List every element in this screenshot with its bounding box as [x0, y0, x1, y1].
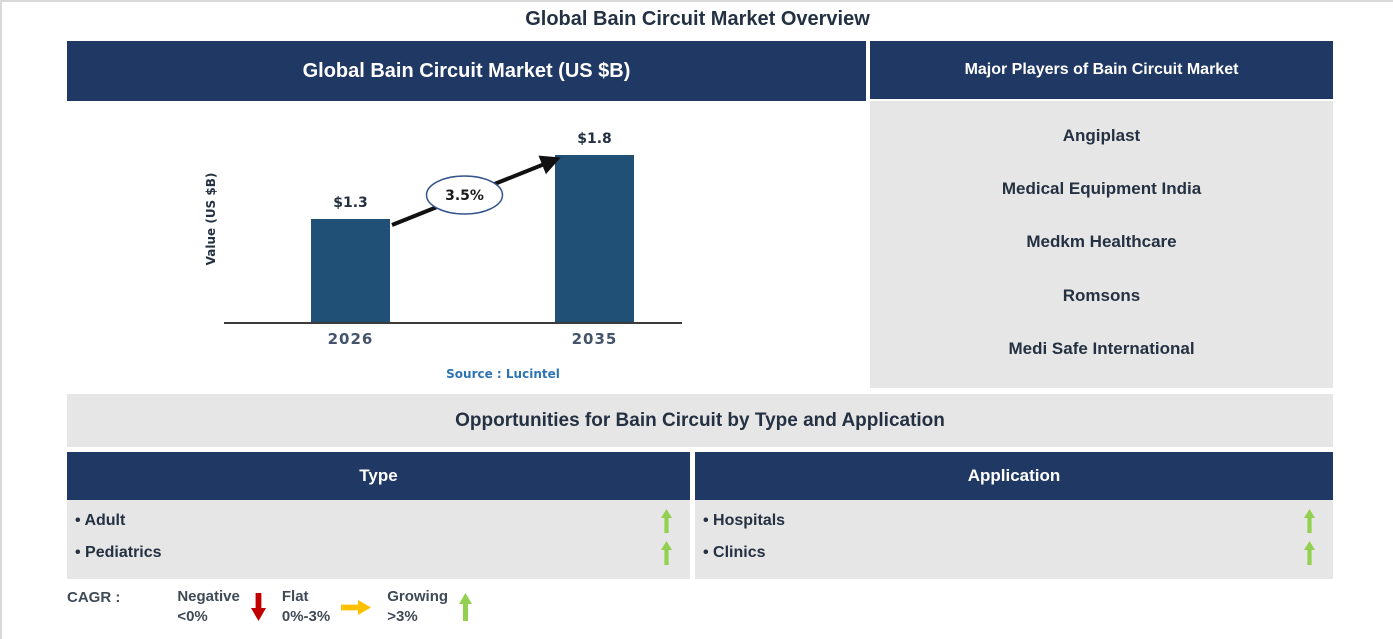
player-name: Medical Equipment India — [1001, 179, 1202, 199]
player-name: Romsons — [1062, 285, 1141, 305]
growing-up-arrow-icon — [1304, 509, 1315, 533]
cagr-arrow-overlay: 3.5% — [391, 155, 561, 227]
application-list: Hospitals Clinics — [695, 500, 1333, 579]
x-tick-label: 2026 — [327, 330, 374, 348]
cagr-legend-label: CAGR : — [67, 589, 121, 606]
legend-item-growing: Growing >3% — [387, 587, 479, 627]
chart-source-label: Source : Lucintel — [446, 367, 560, 381]
legend-item-range: <0% — [177, 608, 208, 625]
legend-item-text: Negative <0% — [177, 587, 240, 627]
list-item-label: Adult — [75, 512, 661, 530]
legend-item-range: >3% — [387, 608, 418, 625]
cagr-value: 3.5% — [445, 188, 484, 204]
legend-item-text: Growing >3% — [387, 587, 448, 627]
application-column: Application Hospitals Clinics — [695, 452, 1333, 579]
legend-item-range: 0%-3% — [281, 608, 331, 625]
bar-2035 — [555, 155, 634, 322]
legend-item-negative: Negative <0% — [177, 587, 273, 627]
players-list: Angiplast Medical Equipment India Medkm … — [870, 101, 1333, 388]
bar-value-label: $1.3 — [333, 195, 368, 211]
list-item-label: Clinics — [703, 544, 1304, 562]
type-column-header: Type — [67, 452, 690, 500]
bar-value-label: $1.8 — [577, 131, 612, 147]
growing-up-arrow-icon — [1304, 541, 1315, 565]
cagr-ellipse — [425, 175, 504, 215]
down-arrow-icon — [250, 593, 266, 621]
right-arrow-icon — [341, 599, 372, 615]
legend-item-label: Flat — [281, 588, 309, 605]
legend-item-flat: Flat 0%-3% — [282, 587, 378, 627]
cagr-legend: CAGR : Negative <0% Flat 0%-3% Growing >… — [67, 587, 488, 627]
page-title: Global Bain Circuit Market Overview — [525, 8, 870, 30]
x-axis-line — [224, 322, 682, 324]
player-name: Angiplast — [1062, 125, 1141, 145]
player-name: Medi Safe International — [1008, 339, 1195, 359]
list-item: Clinics — [695, 537, 1333, 569]
list-item: Pediatrics — [67, 537, 690, 569]
growing-up-arrow-icon — [661, 541, 672, 565]
player-name: Medkm Healthcare — [1026, 232, 1177, 252]
bar-2026 — [311, 219, 390, 322]
legend-item-label: Growing — [387, 588, 449, 605]
application-column-header: Application — [695, 452, 1333, 500]
chart-panel-header: Global Bain Circuit Market (US $B) — [67, 41, 866, 101]
type-column: Type Adult Pediatrics — [67, 452, 690, 579]
type-list: Adult Pediatrics — [67, 500, 690, 579]
legend-item-label: Negative — [177, 588, 240, 605]
bar-chart: $1.3 2026 $1.8 2035 Value (US $B) Source : Lu… — [67, 101, 866, 392]
up-arrow-icon — [459, 593, 473, 621]
list-item: Adult — [67, 505, 690, 537]
growing-up-arrow-icon — [661, 509, 672, 533]
x-tick-label: 2035 — [571, 330, 618, 348]
legend-item-text: Flat 0%-3% — [282, 587, 330, 627]
players-panel-header: Major Players of Bain Circuit Market — [870, 41, 1333, 99]
opportunities-header: Opportunities for Bain Circuit by Type a… — [67, 394, 1333, 447]
list-item-label: Hospitals — [703, 512, 1304, 530]
list-item-label: Pediatrics — [75, 544, 661, 562]
list-item: Hospitals — [695, 505, 1333, 537]
